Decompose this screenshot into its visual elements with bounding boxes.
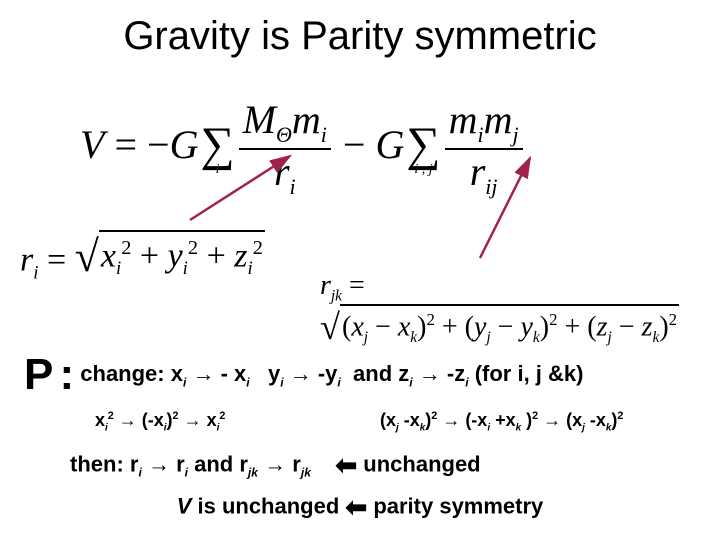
equation-main: V = −G∑iMΘmiri − G∑i , jmimjrij bbox=[80, 100, 525, 198]
unchanged-label: unchanged bbox=[357, 451, 480, 476]
parity-change-line: P : change: xi → - xi yi → -yi and zi → … bbox=[24, 350, 583, 400]
squares-rjk: (xj -xk)2 → (-xi +xk )2 → (xj -xk)2 bbox=[380, 410, 623, 434]
for-clause: (for i, j &k) bbox=[469, 361, 584, 386]
conclusion-line: V is unchanged ⬅ parity symmetry bbox=[0, 492, 720, 523]
left-arrow-icon: ⬅ bbox=[335, 450, 357, 480]
v-symbol: V bbox=[177, 493, 192, 518]
change-label: change: bbox=[80, 361, 170, 386]
left-arrow-icon-2: ⬅ bbox=[345, 492, 367, 522]
then-label: then: bbox=[70, 451, 130, 476]
p-label: P bbox=[24, 350, 53, 399]
is-unchanged: is unchanged bbox=[191, 493, 345, 518]
squares-ri: xi2 → (-xi)2 → xi2 bbox=[95, 410, 225, 434]
equation-rjk: rjk = √(xj − xk)2 + (yj − yk)2 + (zj − z… bbox=[320, 272, 720, 345]
then-line: then: ri → ri and rjk → rjk ⬅ unchanged bbox=[70, 450, 481, 481]
equation-ri: ri = √xi2 + yi2 + zi2 bbox=[20, 230, 265, 283]
parity-symmetry: parity symmetry bbox=[367, 493, 543, 518]
page-title: Gravity is Parity symmetric bbox=[0, 14, 720, 59]
and-label: and bbox=[188, 451, 239, 476]
